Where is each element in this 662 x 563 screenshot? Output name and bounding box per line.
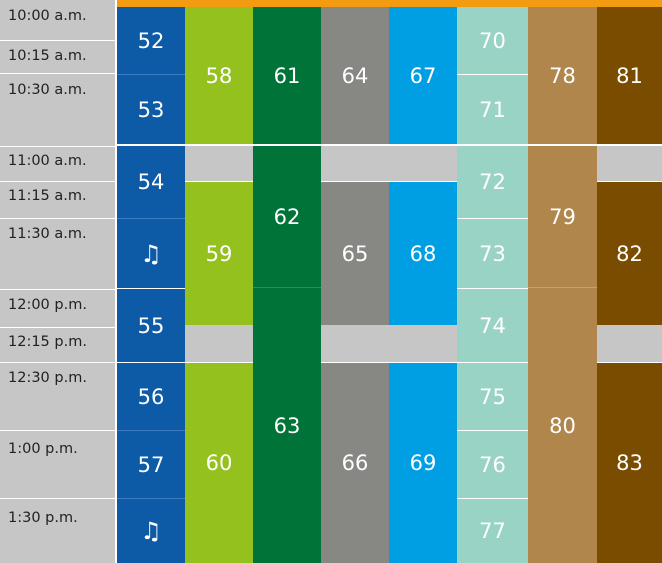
session-divider [253, 287, 321, 288]
session-divider [457, 288, 528, 289]
time-label: 12:15 p.m. [8, 334, 87, 350]
time-label: 11:30 a.m. [8, 226, 87, 242]
time-divider [0, 218, 115, 219]
time-divider [0, 73, 115, 74]
break-gap [597, 146, 662, 181]
session-divider [117, 498, 185, 499]
session-67[interactable]: 67 [389, 7, 457, 144]
session-52[interactable]: 52 [117, 7, 185, 75]
session-63[interactable]: 63 [253, 288, 321, 563]
session-divider [117, 430, 185, 431]
session-68[interactable]: 68 [389, 182, 457, 325]
session-58[interactable]: 58 [185, 7, 253, 144]
session-59[interactable]: 59 [185, 182, 253, 325]
session-divider [457, 498, 528, 499]
session-divider [457, 430, 528, 431]
session-53[interactable]: 53 [117, 76, 185, 144]
time-column: 10:00 a.m. 10:15 a.m. 10:30 a.m. 11:00 a… [0, 0, 115, 563]
time-label: 12:30 p.m. [8, 370, 87, 386]
break-gap [389, 146, 457, 181]
session-65[interactable]: 65 [321, 182, 389, 325]
time-label: 11:00 a.m. [8, 153, 87, 169]
session-61[interactable]: 61 [253, 7, 321, 144]
session-64[interactable]: 64 [321, 7, 389, 144]
time-divider [0, 146, 115, 147]
session-81[interactable]: 81 [597, 7, 662, 144]
time-divider [0, 327, 115, 328]
session-79[interactable]: 79 [528, 146, 597, 287]
break-gap [185, 146, 253, 181]
break-gap [185, 325, 253, 362]
session-54[interactable]: 54 [117, 146, 185, 218]
session-57[interactable]: 57 [117, 431, 185, 498]
time-label: 1:00 p.m. [8, 441, 78, 457]
session-divider [117, 218, 185, 219]
accent-bar [117, 0, 662, 7]
session-70[interactable]: 70 [457, 7, 528, 75]
break-gap [321, 146, 389, 181]
time-label: 10:30 a.m. [8, 82, 87, 98]
time-divider [0, 40, 115, 41]
session-71[interactable]: 71 [457, 75, 528, 144]
time-label: 10:00 a.m. [8, 8, 87, 24]
session-divider [457, 218, 528, 219]
session-66[interactable]: 66 [321, 363, 389, 563]
session-62[interactable]: 62 [253, 146, 321, 287]
session-60[interactable]: 60 [185, 363, 253, 563]
break-gap [321, 325, 389, 362]
break-gap [597, 325, 662, 362]
session-56[interactable]: 56 [117, 363, 185, 430]
session-77[interactable]: 77 [457, 499, 528, 563]
session-72[interactable]: 72 [457, 146, 528, 218]
session-divider [117, 74, 185, 75]
session-76[interactable]: 76 [457, 431, 528, 498]
time-label: 10:15 a.m. [8, 48, 87, 64]
session-78[interactable]: 78 [528, 7, 597, 144]
session-80[interactable]: 80 [528, 288, 597, 563]
session-divider [528, 287, 597, 288]
session-82[interactable]: 82 [597, 182, 662, 325]
session-83[interactable]: 83 [597, 363, 662, 563]
session-75[interactable]: 75 [457, 363, 528, 430]
session-69[interactable]: 69 [389, 363, 457, 563]
session-73[interactable]: 73 [457, 219, 528, 288]
time-label: 1:30 p.m. [8, 510, 78, 526]
time-label: 12:00 p.m. [8, 297, 87, 313]
break-gap [389, 325, 457, 362]
session-74[interactable]: 74 [457, 289, 528, 362]
time-divider [0, 289, 115, 290]
session-divider [457, 74, 528, 75]
time-divider [0, 362, 115, 363]
session-55[interactable]: 55 [117, 289, 185, 362]
time-divider [0, 498, 115, 499]
time-label: 11:15 a.m. [8, 188, 87, 204]
music-note-icon: ♫ [117, 219, 185, 288]
time-divider [0, 430, 115, 431]
time-divider [0, 181, 115, 182]
music-note-icon: ♫ [117, 499, 185, 563]
